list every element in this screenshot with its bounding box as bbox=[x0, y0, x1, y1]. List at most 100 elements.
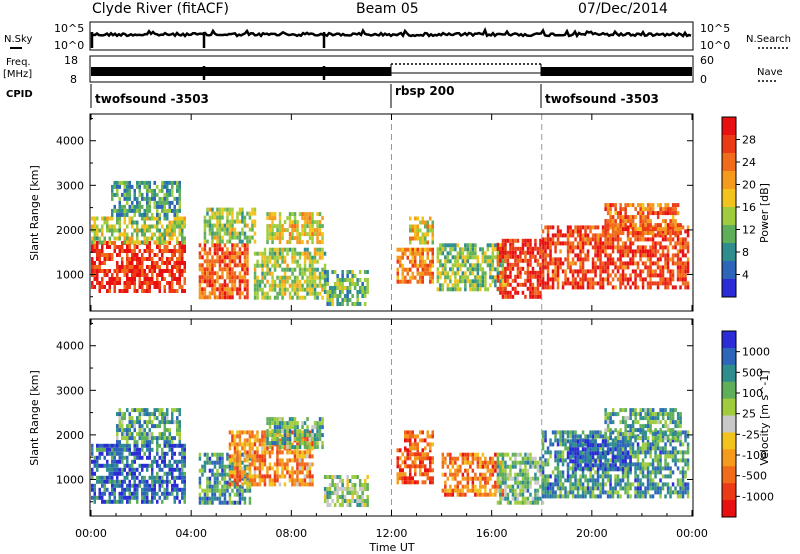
heatmap-cell bbox=[146, 289, 149, 293]
heatmap-cell bbox=[181, 459, 184, 464]
heatmap-cell bbox=[153, 224, 156, 229]
heatmap-cell bbox=[419, 472, 422, 477]
heatmap-cell bbox=[464, 255, 467, 260]
heatmap-cell bbox=[316, 433, 319, 438]
heatmap-cell bbox=[136, 196, 139, 201]
heatmap-cell bbox=[146, 432, 149, 437]
heatmap-cell bbox=[98, 443, 101, 448]
heatmap-cell bbox=[216, 247, 219, 252]
heatmap-cell bbox=[526, 278, 530, 283]
heatmap-cell bbox=[499, 286, 502, 291]
heatmap-cell bbox=[163, 204, 166, 209]
heatmap-cell bbox=[146, 487, 149, 492]
heatmap-cell bbox=[303, 279, 307, 284]
heatmap-cell bbox=[116, 432, 119, 437]
heatmap-cell bbox=[516, 452, 520, 457]
heatmap-cell bbox=[489, 267, 492, 272]
heatmap-cell bbox=[611, 203, 615, 208]
heatmap-cell bbox=[238, 207, 242, 212]
heatmap-cell bbox=[529, 294, 532, 299]
heatmap-cell bbox=[301, 228, 304, 233]
heatmap-cell bbox=[679, 223, 682, 228]
heatmap-cell bbox=[163, 216, 166, 221]
heatmap-cell bbox=[151, 463, 154, 468]
heatmap-cell bbox=[301, 433, 304, 438]
heatmap-cell bbox=[253, 275, 257, 280]
heatmap-cell bbox=[113, 455, 116, 460]
heatmap-cell bbox=[261, 466, 264, 471]
heatmap-cell bbox=[499, 468, 502, 473]
heatmap-cell bbox=[293, 228, 297, 233]
heatmap-cell bbox=[211, 235, 214, 240]
heatmap-cell bbox=[363, 479, 367, 483]
heatmap-cell bbox=[559, 458, 562, 463]
heatmap-cell bbox=[599, 233, 602, 238]
heatmap-cell bbox=[454, 283, 457, 288]
heatmap-cell bbox=[93, 285, 96, 289]
heatmap-cell bbox=[226, 227, 229, 232]
heatmap-cell bbox=[268, 236, 272, 241]
heatmap-cell bbox=[291, 425, 294, 430]
heatmap-cell bbox=[138, 285, 141, 289]
heatmap-cell bbox=[281, 421, 284, 426]
heatmap-cell bbox=[328, 298, 332, 302]
heatmap-cell bbox=[596, 265, 600, 270]
heatmap-cell bbox=[213, 460, 217, 465]
heatmap-cell bbox=[581, 249, 585, 254]
heatmap-cell bbox=[143, 412, 146, 417]
heatmap-cell bbox=[551, 273, 555, 278]
heatmap-cell bbox=[671, 207, 675, 212]
heatmap-cell bbox=[231, 464, 234, 469]
heatmap-cell bbox=[536, 290, 540, 295]
heatmap-cell bbox=[298, 450, 302, 455]
heatmap-cell bbox=[238, 492, 242, 497]
heatmap-cell bbox=[123, 236, 126, 241]
heatmap-cell bbox=[466, 472, 470, 477]
heatmap-cell bbox=[163, 269, 166, 273]
heatmap-cell bbox=[141, 440, 144, 445]
heatmap-cell bbox=[118, 216, 121, 221]
heatmap-cell bbox=[228, 295, 232, 300]
heatmap-cell bbox=[206, 500, 209, 505]
heatmap-cell bbox=[476, 279, 480, 284]
heatmap-cell bbox=[216, 223, 219, 228]
heatmap-cell bbox=[256, 283, 259, 288]
heatmap-cell bbox=[268, 474, 272, 479]
heatmap-cell bbox=[93, 471, 96, 476]
heatmap-cell bbox=[651, 273, 655, 278]
heatmap-cell bbox=[441, 247, 445, 252]
heatmap-cell bbox=[148, 200, 151, 205]
heatmap-cell bbox=[686, 233, 690, 238]
heatmap-cell bbox=[263, 247, 267, 252]
heatmap-cell bbox=[173, 475, 176, 480]
heatmap-cell bbox=[148, 204, 151, 209]
heatmap-cell bbox=[173, 204, 176, 209]
heatmap-cell bbox=[258, 279, 262, 284]
heatmap-cell bbox=[561, 269, 565, 274]
heatmap-cell bbox=[671, 231, 675, 236]
heatmap-cell bbox=[596, 257, 600, 262]
heatmap-cell bbox=[419, 460, 422, 465]
heatmap-cell bbox=[501, 238, 505, 243]
heatmap-cell bbox=[649, 223, 652, 228]
heatmap-cell bbox=[138, 184, 141, 189]
heatmap-cell bbox=[619, 265, 622, 270]
heatmap-cell bbox=[111, 216, 114, 221]
heatmap-cell bbox=[241, 275, 244, 280]
heatmap-cell bbox=[361, 495, 364, 499]
heatmap-cell bbox=[431, 434, 434, 439]
heatmap-cell bbox=[541, 488, 545, 493]
heatmap-cell bbox=[261, 474, 264, 479]
heatmap-cell bbox=[178, 261, 181, 265]
heatmap-cell bbox=[501, 492, 505, 497]
y-tick-label: 1000 bbox=[56, 268, 84, 281]
heatmap-cell bbox=[451, 283, 455, 288]
heatmap-cell bbox=[121, 420, 124, 425]
heatmap-cell bbox=[243, 472, 247, 477]
heatmap-cell bbox=[113, 451, 116, 456]
heatmap-cell bbox=[474, 452, 477, 457]
heatmap-cell bbox=[419, 255, 422, 260]
heatmap-cell bbox=[521, 492, 525, 497]
heatmap-cell bbox=[321, 425, 324, 430]
heatmap-cell bbox=[566, 233, 570, 238]
